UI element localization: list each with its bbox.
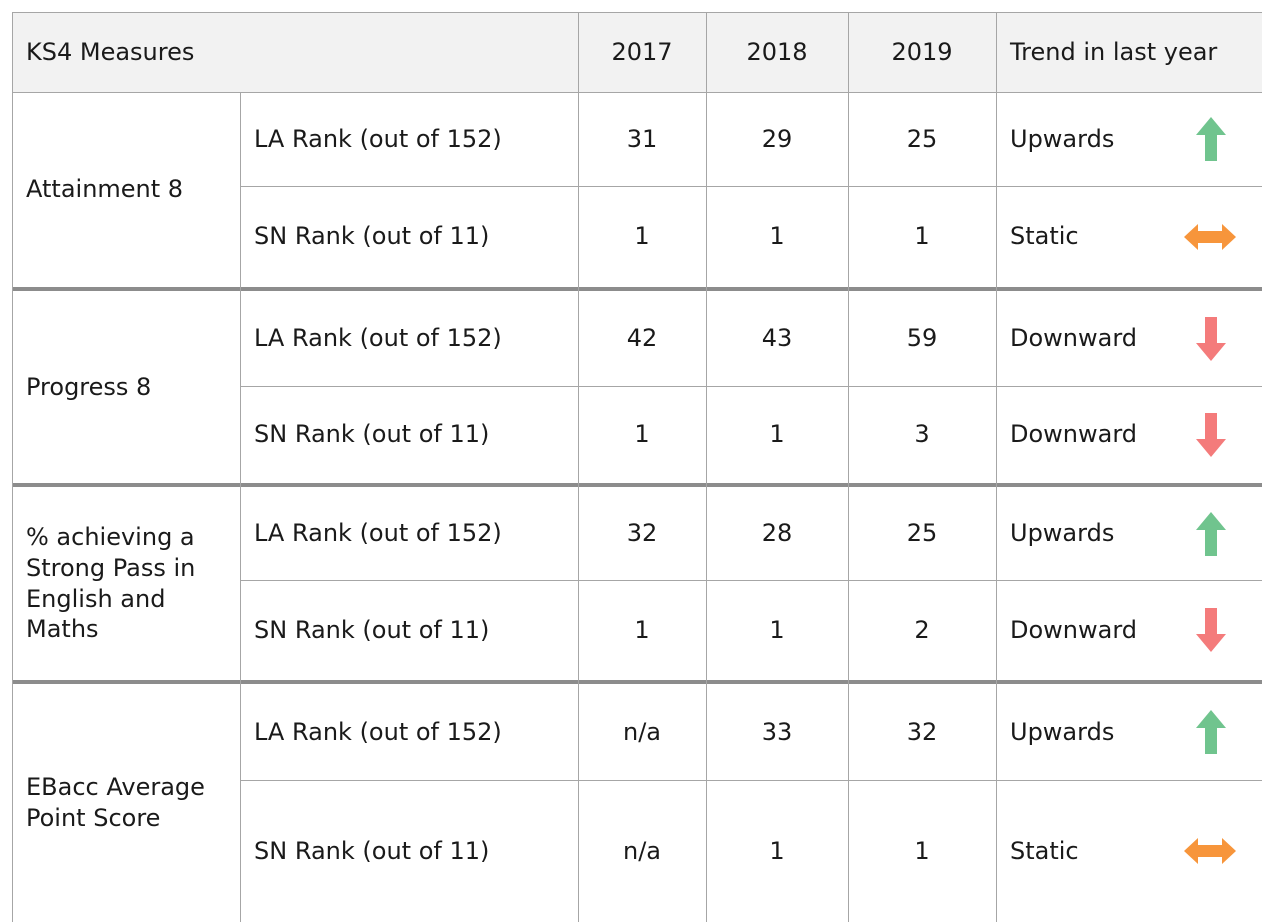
value-cell: 29	[761, 124, 793, 153]
trend-arrow	[1184, 223, 1236, 250]
trend-cell: Downward	[1010, 324, 1138, 353]
value-cell: 33	[761, 717, 793, 746]
header-bottom	[12, 92, 1262, 93]
header-cell: 2018	[746, 37, 808, 66]
measure-cell: EBacc Average Point Score	[26, 773, 205, 832]
value-cell: 1	[634, 615, 650, 644]
trend-arrow	[1196, 316, 1226, 361]
value-cell: 1	[914, 222, 930, 251]
arrow-shape	[1196, 117, 1226, 161]
column-divider	[12, 12, 13, 922]
value-cell: 32	[906, 717, 938, 746]
arrow-shape	[1196, 608, 1226, 652]
rank-cell: LA Rank (out of 152)	[254, 717, 502, 746]
trend-arrow	[1196, 412, 1226, 457]
value-cell: 1	[634, 222, 650, 251]
value-cell: n/a	[622, 717, 661, 746]
group-divider	[12, 483, 1262, 487]
measure-cell: Attainment 8	[26, 175, 184, 204]
trend-cell: Static	[1010, 836, 1079, 865]
value-cell: 25	[906, 124, 938, 153]
value-cell: 1	[634, 420, 650, 449]
table-top	[12, 12, 1262, 13]
header-cell: 2019	[891, 37, 953, 66]
group-divider	[12, 680, 1262, 684]
header-background	[12, 12, 1262, 92]
value-cell: 59	[906, 324, 938, 353]
rank-cell: SN Rank (out of 11)	[254, 222, 490, 251]
group-divider	[12, 287, 1262, 291]
trend-arrow	[1196, 117, 1226, 161]
trend-arrow	[1184, 838, 1236, 864]
trend-cell: Upwards	[1010, 124, 1115, 153]
measure-cell: % achieving a Strong Pass in English and…	[26, 523, 196, 644]
value-cell: 2	[914, 615, 930, 644]
value-cell: 31	[626, 124, 658, 153]
column-divider	[578, 12, 579, 922]
trend-cell: Downward	[1010, 420, 1138, 449]
value-cell: 1	[769, 836, 785, 865]
column-divider	[848, 12, 849, 922]
column-divider	[240, 92, 241, 922]
measure-cell: Progress 8	[26, 372, 152, 401]
trend-cell: Downward	[1010, 615, 1138, 644]
value-cell: 1	[769, 420, 785, 449]
value-cell: 28	[761, 519, 793, 548]
row-divider	[240, 386, 1262, 387]
rank-cell: LA Rank (out of 152)	[254, 519, 502, 548]
value-cell: n/a	[622, 836, 661, 865]
rank-cell: LA Rank (out of 152)	[254, 324, 502, 353]
header-cell: Trend in last year	[1010, 37, 1218, 66]
value-cell: 25	[906, 519, 938, 548]
rank-cell: SN Rank (out of 11)	[254, 615, 490, 644]
arrow-shape	[1196, 511, 1226, 556]
arrow-shape	[1184, 223, 1236, 250]
trend-arrow	[1196, 710, 1226, 754]
rank-cell: SN Rank (out of 11)	[254, 420, 490, 449]
rank-cell: LA Rank (out of 152)	[254, 124, 502, 153]
trend-arrow	[1196, 608, 1226, 652]
value-cell: 1	[769, 222, 785, 251]
row-divider	[240, 580, 1262, 581]
value-cell: 43	[761, 324, 793, 353]
arrow-shape	[1196, 710, 1226, 754]
row-divider	[240, 186, 1262, 187]
trend-cell: Upwards	[1010, 519, 1115, 548]
arrow-shape	[1196, 412, 1226, 457]
value-cell: 1	[914, 836, 930, 865]
header-cell: 2017	[611, 37, 673, 66]
value-cell: 32	[626, 519, 658, 548]
trend-arrow	[1196, 511, 1226, 556]
value-cell: 42	[626, 324, 658, 353]
arrow-shape	[1196, 316, 1226, 361]
header-cell: KS4 Measures	[26, 37, 195, 66]
column-divider	[996, 12, 997, 922]
value-cell: 1	[769, 615, 785, 644]
column-divider	[706, 12, 707, 922]
arrow-shape	[1184, 838, 1236, 864]
trend-cell: Upwards	[1010, 717, 1115, 746]
value-cell: 3	[914, 420, 930, 449]
rank-cell: SN Rank (out of 11)	[254, 836, 490, 865]
row-divider	[240, 780, 1262, 781]
trend-cell: Static	[1010, 222, 1079, 251]
